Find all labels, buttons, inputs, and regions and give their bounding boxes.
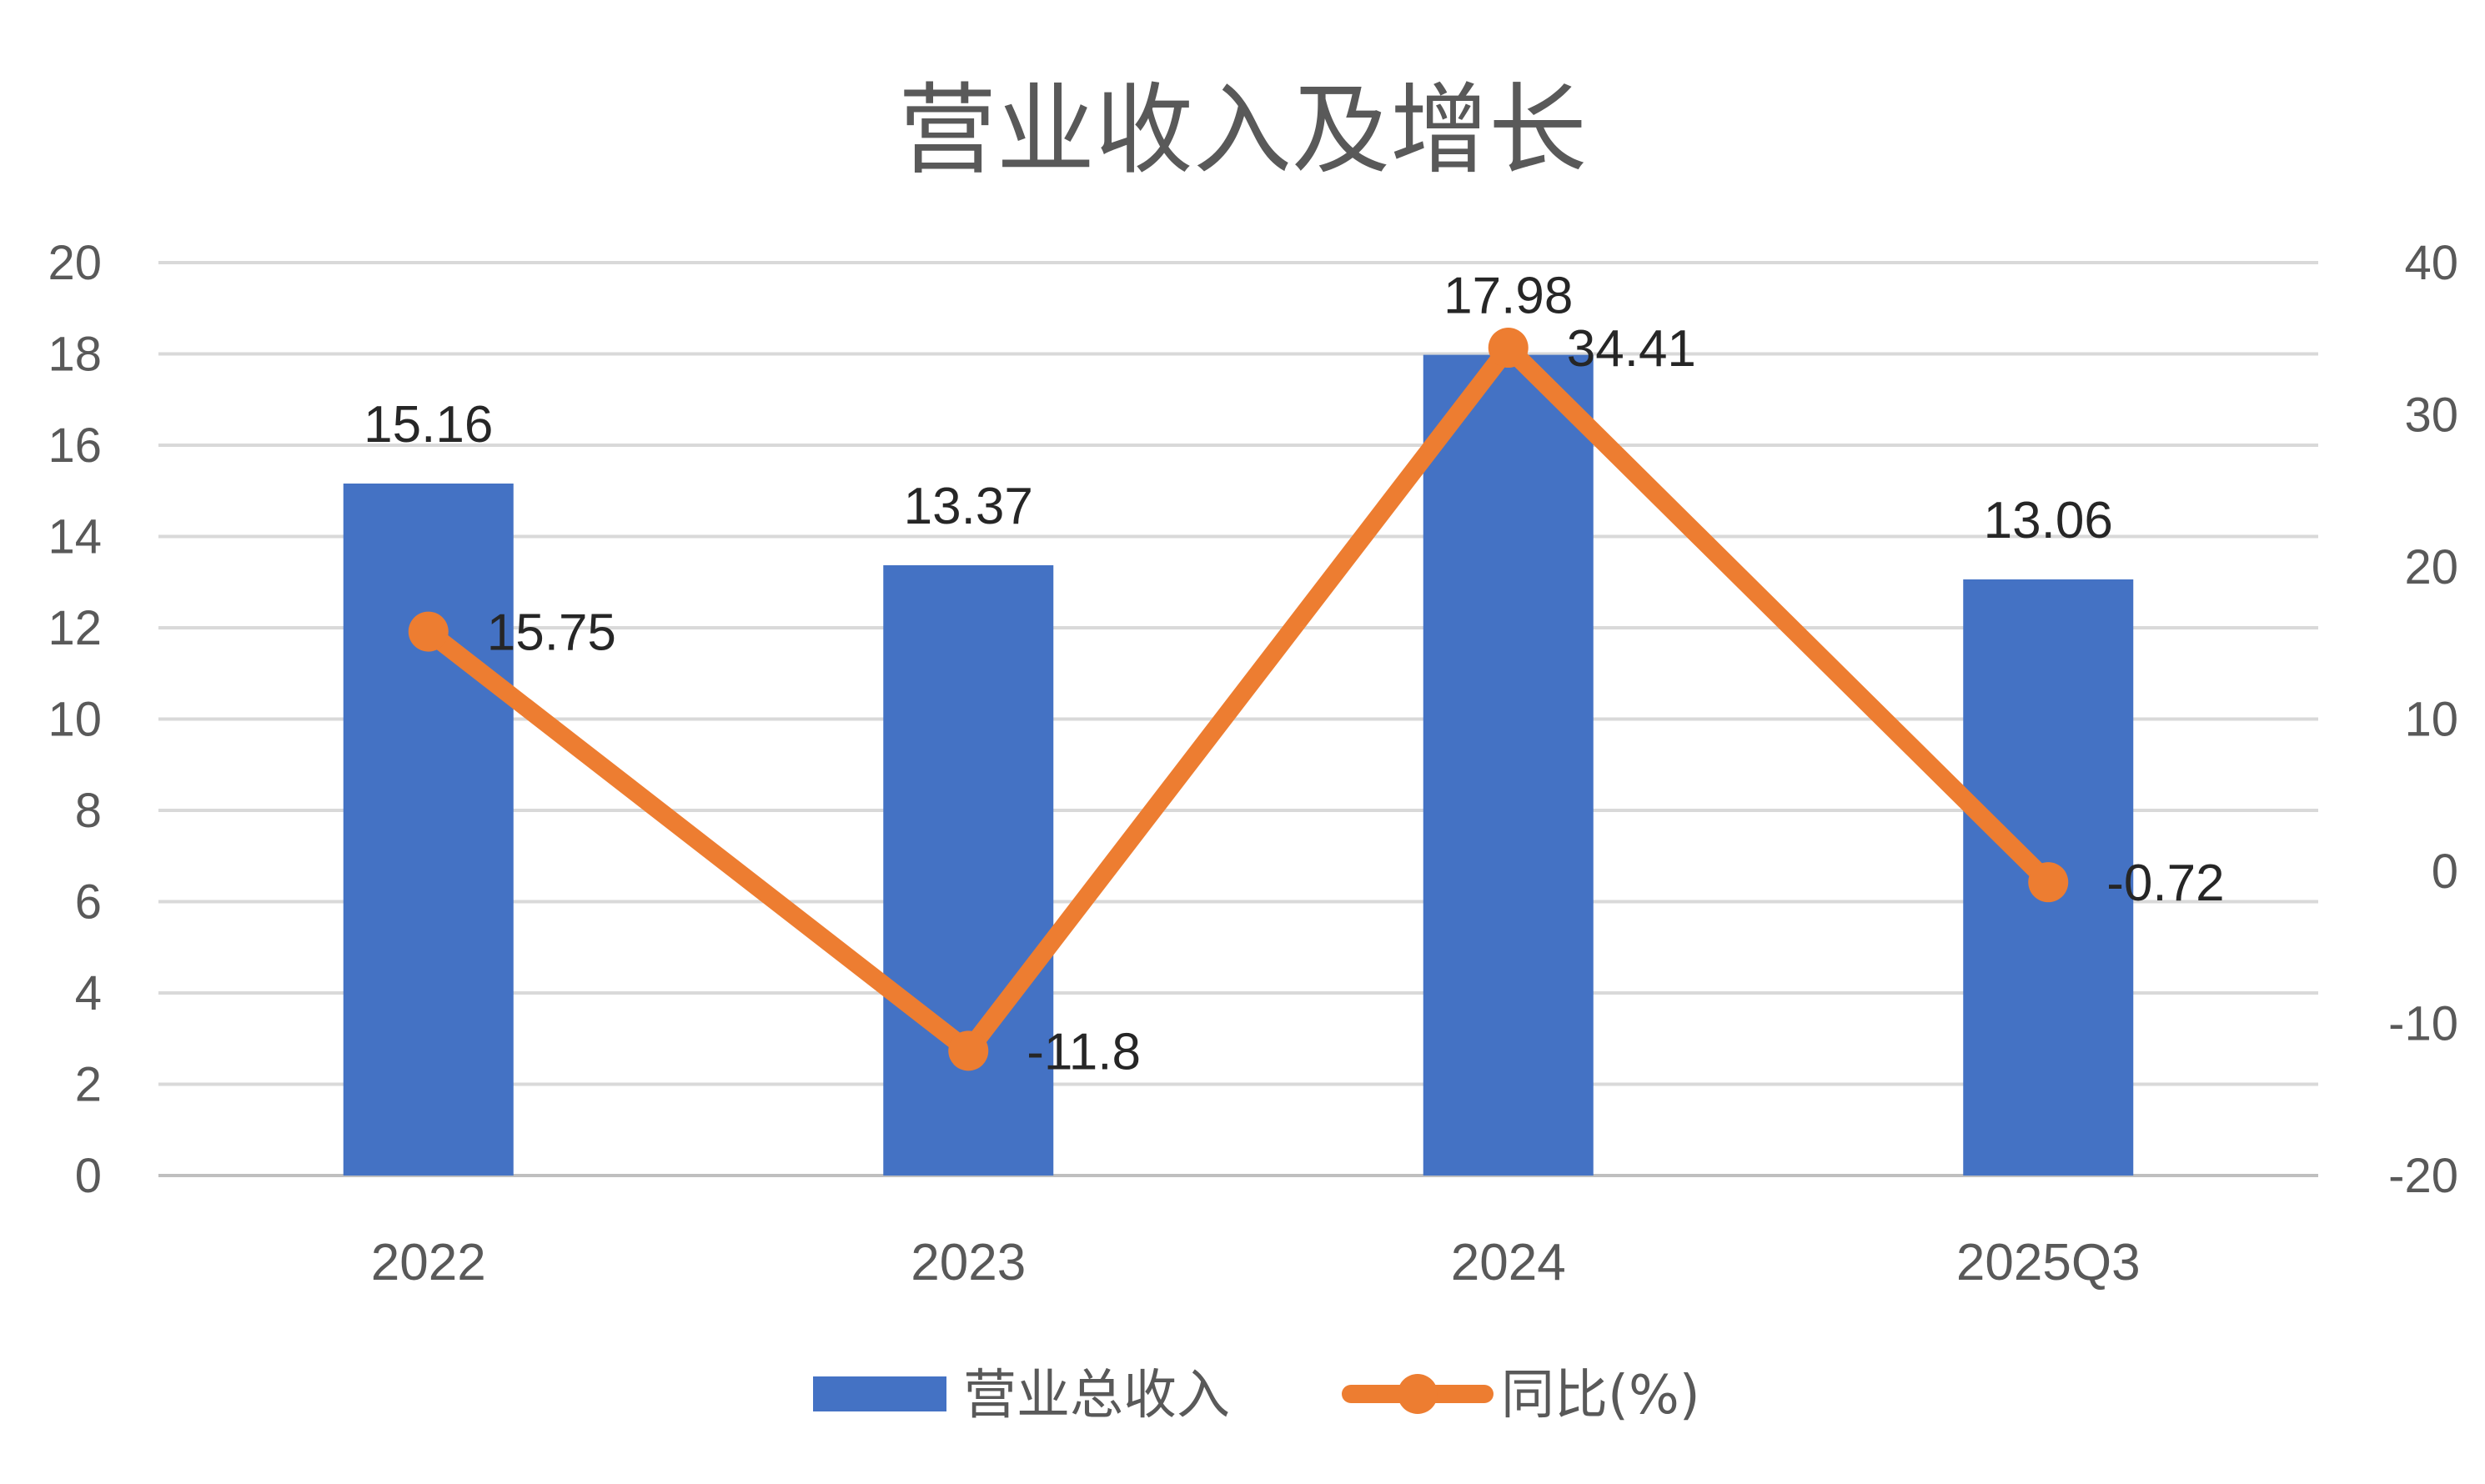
line-data-label: 15.75: [487, 604, 616, 662]
y-right-tick-label: 0: [2432, 845, 2458, 899]
y-left-tick-label: 0: [75, 1149, 102, 1203]
y-left-tick-label: 20: [48, 236, 102, 290]
bar-data-label: 13.06: [1984, 492, 2113, 549]
line-point: [408, 611, 449, 652]
x-tick-label: 2023: [911, 1234, 1026, 1291]
y-right-tick-label: 10: [2404, 693, 2458, 747]
y-left-tick-label: 18: [48, 328, 102, 382]
y-left-tick-label: 8: [75, 784, 102, 838]
y-left-tick-label: 10: [48, 693, 102, 747]
chart-title: 营业收入及增长: [897, 73, 1587, 188]
y-left-tick-label: 6: [75, 875, 102, 930]
bar: [883, 564, 1054, 1176]
x-tick-label: 2024: [1451, 1234, 1566, 1291]
line-data-label: -11.8: [1027, 1023, 1141, 1080]
line-point: [1488, 328, 1529, 368]
y-left-tick-label: 16: [48, 419, 102, 473]
line-data-label: -0.72: [2106, 855, 2224, 912]
x-tick-label: 2022: [371, 1234, 486, 1291]
bar: [1423, 354, 1594, 1176]
bar: [343, 483, 514, 1176]
bar-data-label: 17.98: [1443, 268, 1573, 325]
bar-data-label: 13.37: [904, 478, 1033, 535]
line-point: [948, 1030, 989, 1071]
bar-data-label: 15.16: [364, 396, 493, 454]
y-right-tick-label: 40: [2404, 236, 2458, 290]
y-left-tick-label: 12: [48, 601, 102, 655]
y-left-tick-label: 2: [75, 1058, 102, 1112]
series-line: [419, 338, 2058, 1060]
legend-label-bar: 营业总收入: [963, 1365, 1230, 1426]
line-point: [2028, 862, 2069, 903]
y-right-tick-label: 20: [2404, 540, 2458, 594]
y-right-tick-label: 30: [2404, 389, 2458, 443]
y-right-tick-label: -10: [2388, 997, 2458, 1051]
line-data-label: 34.41: [1567, 320, 1696, 378]
x-tick-label: 2025Q3: [1956, 1234, 2141, 1291]
y-left-tick-label: 14: [48, 510, 102, 564]
legend-label-line: 同比(%): [1501, 1365, 1700, 1426]
y-right-tick-label: -20: [2388, 1149, 2458, 1203]
legend-swatch-bar: [813, 1376, 946, 1411]
legend-swatch-point: [1398, 1374, 1438, 1414]
y-left-tick-label: 4: [75, 966, 102, 1020]
